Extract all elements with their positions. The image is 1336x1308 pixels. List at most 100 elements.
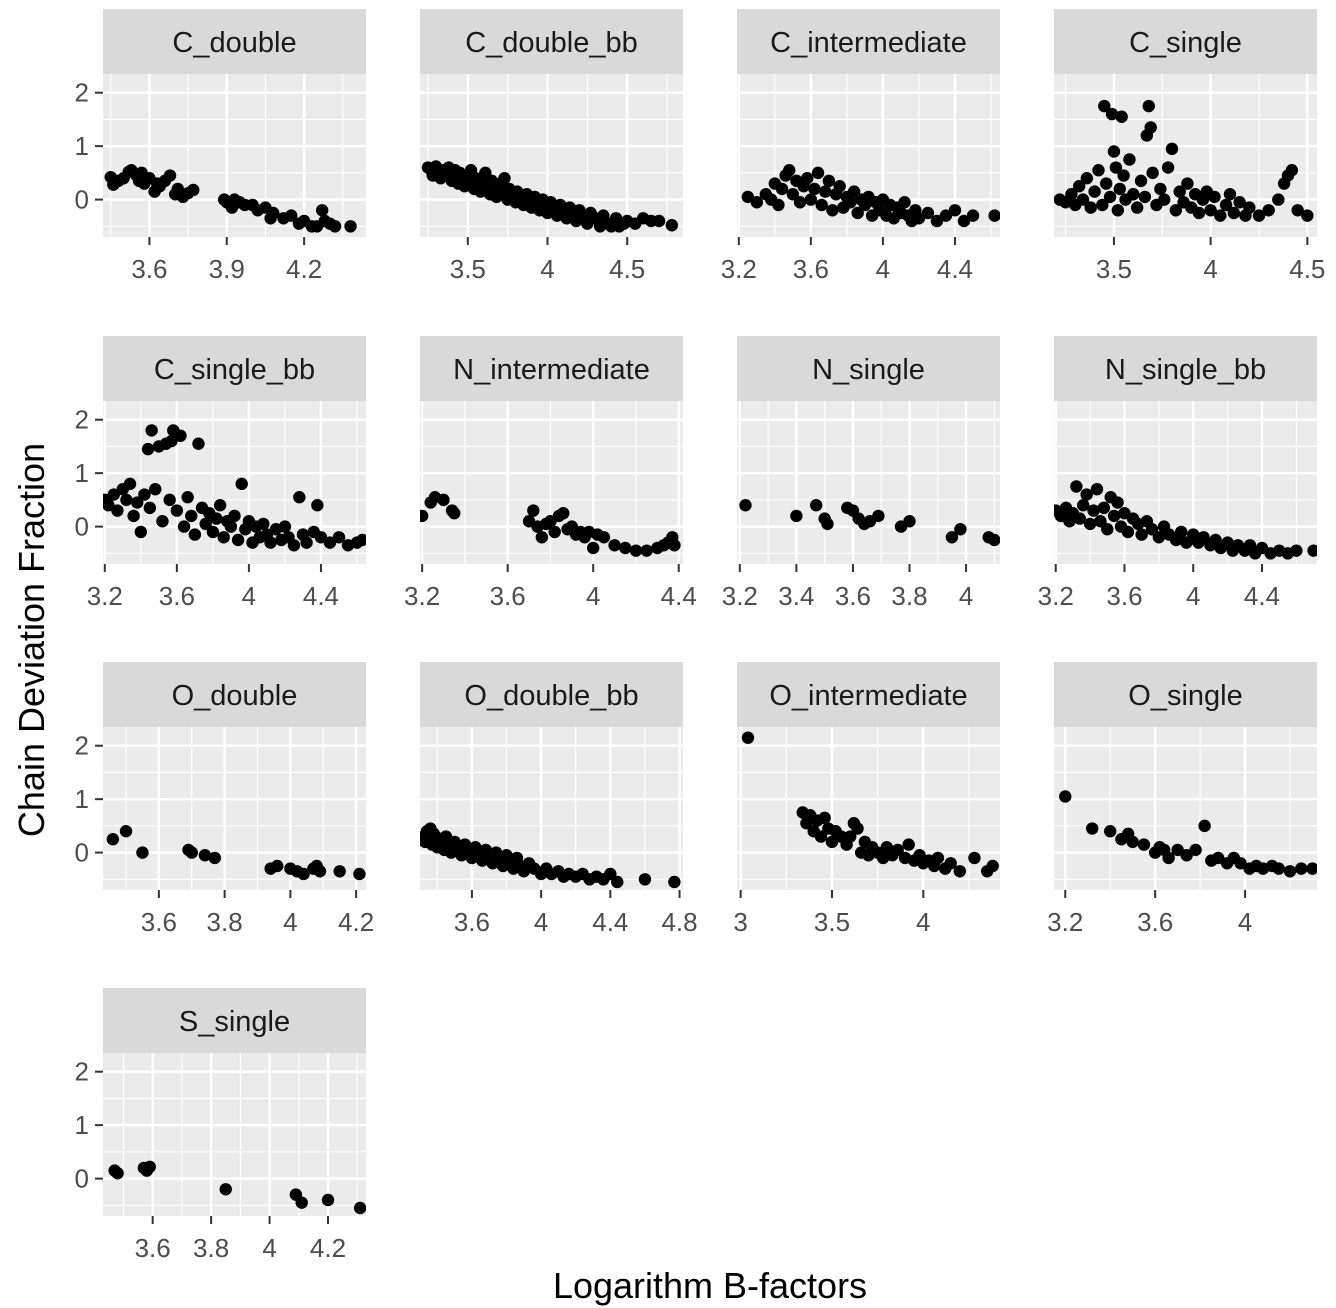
data-point <box>1285 163 1299 177</box>
data-point <box>586 541 600 555</box>
data-point <box>804 193 818 206</box>
data-point <box>134 525 148 539</box>
data-point <box>1214 209 1227 222</box>
data-point <box>1080 172 1094 185</box>
facet-strip <box>1054 662 1317 727</box>
data-point <box>930 214 944 228</box>
data-point <box>1090 482 1104 496</box>
data-point <box>1070 480 1083 493</box>
x-tick-label: 3.6 <box>131 254 167 284</box>
data-point <box>741 190 755 204</box>
x-tick-label: 4 <box>1203 254 1217 284</box>
data-point <box>420 509 429 523</box>
y-tick-label: 1 <box>75 784 89 814</box>
data-point <box>801 172 814 185</box>
facet-strip <box>737 336 1000 401</box>
data-point <box>872 509 885 523</box>
data-point <box>1077 499 1090 512</box>
facet-strip-label: N_single <box>812 354 925 386</box>
y-tick-label: 1 <box>75 131 89 161</box>
facet-plot-area <box>1054 401 1317 564</box>
data-point <box>1192 206 1206 220</box>
facet-panel: S_single 3.6 3.8 4 4.2 0 1 2 <box>75 988 366 1263</box>
data-point <box>106 833 120 846</box>
x-tick-label: 4.4 <box>661 581 697 611</box>
data-point <box>163 169 177 182</box>
data-point <box>1130 201 1144 214</box>
facet-plot-area <box>103 1053 366 1216</box>
x-tick-label: 3.4 <box>778 581 814 611</box>
data-point <box>1138 190 1152 204</box>
data-point <box>844 196 857 209</box>
y-tick-label: 2 <box>75 731 89 761</box>
x-tick-label: 4.8 <box>661 907 697 937</box>
data-point <box>1105 107 1119 121</box>
data-point <box>790 509 803 523</box>
facet-strip-label: N_intermediate <box>453 354 650 386</box>
facet-plot-background <box>420 401 683 564</box>
data-point <box>219 1183 232 1196</box>
facet-plot-area <box>737 401 1000 564</box>
data-point <box>1121 525 1135 539</box>
data-point <box>1152 531 1166 544</box>
data-point <box>123 477 137 491</box>
data-point <box>821 517 834 531</box>
x-tick-label: 3.6 <box>141 907 177 937</box>
data-point <box>954 523 967 536</box>
facet-plot-area <box>420 727 683 890</box>
facet-strip <box>1054 9 1317 74</box>
data-point <box>1137 838 1151 851</box>
data-point <box>1219 198 1233 212</box>
data-point <box>851 822 864 835</box>
data-point <box>131 496 144 509</box>
data-point <box>1096 198 1109 212</box>
facet-strip-label: O_double <box>172 680 298 712</box>
data-point <box>1109 161 1123 174</box>
y-tick-label: 2 <box>75 405 89 435</box>
y-tick-label: 1 <box>75 1110 89 1140</box>
data-point <box>1262 204 1275 217</box>
facet-strip-label: C_single <box>1129 27 1242 59</box>
x-tick-label: 3.2 <box>1038 581 1074 611</box>
data-point <box>231 533 245 547</box>
data-point <box>819 185 832 198</box>
data-point <box>608 539 621 552</box>
data-point <box>300 536 313 549</box>
data-point <box>921 206 935 220</box>
facet-strip-label: O_intermediate <box>769 680 967 712</box>
data-point <box>293 490 306 504</box>
facet-strip-label: C_double_bb <box>465 27 638 59</box>
facet-panel: O_double_bb 3.6 4 4.4 4.8 <box>420 662 698 937</box>
data-point <box>1252 209 1266 222</box>
x-tick-label: 3.6 <box>159 581 195 611</box>
data-point <box>815 198 828 212</box>
data-point <box>814 830 828 843</box>
y-axis-title: Chain Deviation Fraction <box>11 443 52 837</box>
data-point <box>1107 509 1121 523</box>
data-point <box>1101 523 1114 536</box>
data-point <box>611 875 624 889</box>
x-tick-label: 3.5 <box>450 254 486 284</box>
facet-panel: C_double 3.6 3.9 4.2 0 1 2 <box>75 9 366 284</box>
facet-plot-background <box>103 727 366 890</box>
x-tick-label: 3.5 <box>814 907 850 937</box>
y-tick-label: 0 <box>75 838 89 868</box>
x-tick-label: 3.6 <box>454 907 490 937</box>
data-point <box>217 531 230 544</box>
data-point <box>809 499 823 512</box>
data-point <box>185 846 198 859</box>
data-point <box>1076 193 1090 206</box>
x-tick-label: 4 <box>1186 581 1200 611</box>
data-point <box>208 851 221 865</box>
x-tick-label: 4 <box>959 581 973 611</box>
x-tick-label: 4 <box>916 907 930 937</box>
data-point <box>266 206 280 220</box>
data-point <box>1169 204 1183 217</box>
data-point <box>1135 528 1148 541</box>
data-point <box>939 209 953 222</box>
data-point <box>1107 145 1121 158</box>
data-point <box>297 867 310 881</box>
data-point <box>597 531 611 544</box>
facet-strip <box>1054 336 1317 401</box>
facet-strip-label: O_double_bb <box>464 680 638 712</box>
